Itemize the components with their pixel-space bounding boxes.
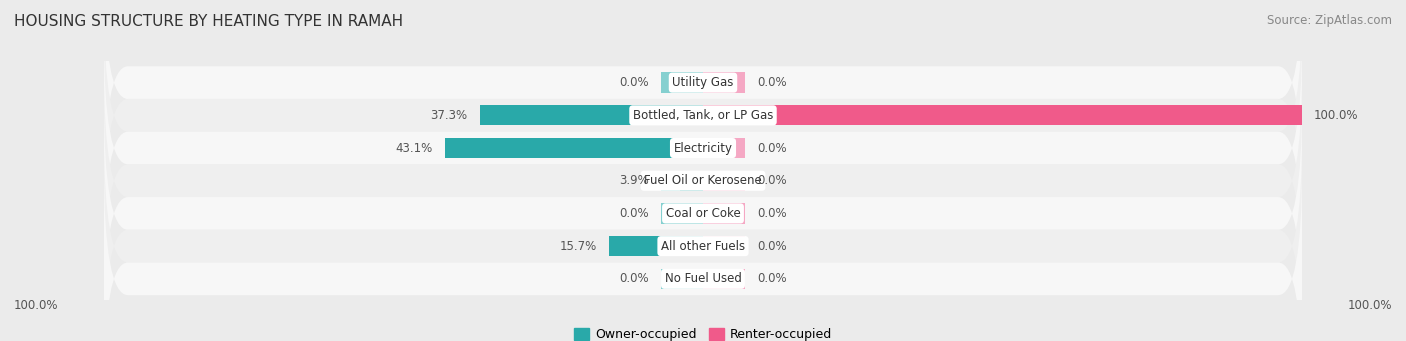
Text: 0.0%: 0.0% (620, 76, 650, 89)
Bar (661, 170, 703, 191)
Text: 0.0%: 0.0% (756, 240, 786, 253)
Text: 0.0%: 0.0% (620, 272, 650, 285)
Text: Fuel Oil or Kerosene: Fuel Oil or Kerosene (644, 174, 762, 187)
Text: 0.0%: 0.0% (756, 76, 786, 89)
Bar (661, 138, 703, 158)
Text: 0.0%: 0.0% (756, 207, 786, 220)
Text: 0.0%: 0.0% (756, 272, 786, 285)
Bar (703, 105, 745, 125)
Bar (703, 105, 1302, 125)
Bar (703, 203, 745, 224)
Text: 100.0%: 100.0% (1315, 109, 1358, 122)
Text: Source: ZipAtlas.com: Source: ZipAtlas.com (1267, 14, 1392, 27)
Bar (703, 73, 745, 93)
Text: Utility Gas: Utility Gas (672, 76, 734, 89)
FancyBboxPatch shape (104, 0, 1302, 197)
FancyBboxPatch shape (104, 164, 1302, 341)
Bar (609, 236, 703, 256)
Bar (703, 170, 745, 191)
Bar (479, 105, 703, 125)
FancyBboxPatch shape (104, 33, 1302, 263)
Bar (661, 203, 703, 224)
Bar (661, 73, 703, 93)
FancyBboxPatch shape (104, 99, 1302, 328)
Bar (703, 269, 745, 289)
Bar (679, 170, 703, 191)
Text: 37.3%: 37.3% (430, 109, 468, 122)
Text: 100.0%: 100.0% (1347, 299, 1392, 312)
FancyBboxPatch shape (104, 132, 1302, 341)
Text: 0.0%: 0.0% (756, 174, 786, 187)
Text: 3.9%: 3.9% (619, 174, 650, 187)
Text: Electricity: Electricity (673, 142, 733, 154)
Bar (703, 236, 745, 256)
Text: HOUSING STRUCTURE BY HEATING TYPE IN RAMAH: HOUSING STRUCTURE BY HEATING TYPE IN RAM… (14, 14, 404, 29)
Text: 15.7%: 15.7% (560, 240, 598, 253)
Text: 0.0%: 0.0% (620, 207, 650, 220)
Bar (661, 105, 703, 125)
Text: All other Fuels: All other Fuels (661, 240, 745, 253)
Text: Coal or Coke: Coal or Coke (665, 207, 741, 220)
FancyBboxPatch shape (104, 66, 1302, 295)
Bar (661, 269, 703, 289)
Text: No Fuel Used: No Fuel Used (665, 272, 741, 285)
Bar (703, 138, 745, 158)
Text: 100.0%: 100.0% (14, 299, 59, 312)
FancyBboxPatch shape (104, 1, 1302, 230)
Bar (444, 138, 703, 158)
Text: 43.1%: 43.1% (395, 142, 433, 154)
Text: Bottled, Tank, or LP Gas: Bottled, Tank, or LP Gas (633, 109, 773, 122)
Text: 0.0%: 0.0% (756, 142, 786, 154)
Legend: Owner-occupied, Renter-occupied: Owner-occupied, Renter-occupied (568, 323, 838, 341)
Bar (661, 236, 703, 256)
